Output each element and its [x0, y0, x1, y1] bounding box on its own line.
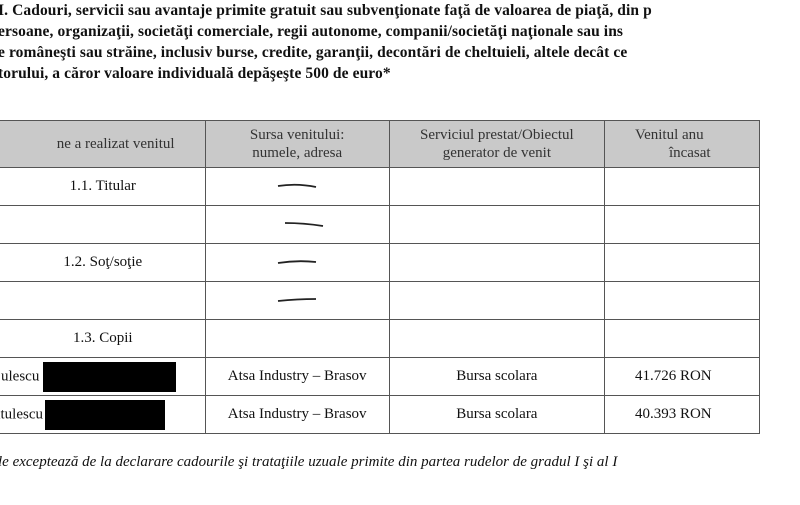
- cell-source: [204, 167, 390, 206]
- cell-service: Bursa scolara: [388, 357, 605, 396]
- handwritten-dash: [278, 298, 317, 302]
- table-row: ulescu Atsa Industry – Brasov Bursa scol…: [0, 357, 761, 396]
- cell-source: Atsa Industry – Brasov: [204, 395, 390, 434]
- cell-income: [603, 243, 761, 282]
- header-source: Sursa venitului: numele, adresa: [204, 120, 390, 168]
- table-row: [0, 281, 761, 320]
- cell-income: [603, 319, 761, 358]
- redaction-box: [45, 399, 165, 430]
- heading-line: ersoane, organizaţii, societăţi comercia…: [0, 23, 624, 40]
- heading-line: e româneşti sau străine, inclusiv burse,…: [0, 44, 628, 61]
- section-heading: I. Cadouri, servicii sau avantaje primit…: [0, 0, 800, 84]
- table-row: 1.3. Copii: [0, 319, 761, 358]
- cell-who: 1.2. Soţ/soţie: [0, 243, 206, 282]
- table-row: utulescu Atsa Industry – Brasov Bursa sc…: [0, 395, 761, 434]
- table-row: [0, 205, 761, 244]
- cell-who: [0, 281, 206, 320]
- header-income: Venitul anu încasat: [603, 120, 761, 168]
- heading-line: torului, a căror valoare individuală dep…: [0, 65, 391, 82]
- cell-who: 1.1. Titular: [0, 167, 206, 206]
- cell-service: [388, 243, 605, 282]
- header-beneficiary: ne a realizat venitul: [0, 120, 206, 168]
- cell-service: [388, 167, 605, 206]
- handwritten-dash: [285, 222, 324, 227]
- cell-service: Bursa scolara: [388, 395, 605, 434]
- footnote: le exceptează de la declarare cadourile …: [0, 454, 618, 470]
- table-header-row: ne a realizat venitul Sursa venitului: nu…: [0, 120, 761, 168]
- table-row: 1.2. Soţ/soţie: [0, 243, 761, 282]
- cell-who: ulescu: [0, 357, 206, 396]
- cell-source: [204, 319, 390, 358]
- cell-income: [603, 281, 761, 320]
- cell-source: [204, 205, 390, 244]
- gifts-table: ne a realizat venitul Sursa venitului: nu…: [0, 120, 761, 434]
- cell-income: 40.393 RON: [603, 395, 761, 434]
- cell-who: 1.3. Copii: [0, 319, 206, 358]
- cell-income: [603, 167, 761, 206]
- table-row: 1.1. Titular: [0, 167, 761, 206]
- cell-source: [204, 243, 390, 282]
- cell-source: Atsa Industry – Brasov: [204, 357, 390, 396]
- cell-service: [388, 205, 605, 244]
- cell-service: [388, 281, 605, 320]
- cell-income: 41.726 RON: [603, 357, 761, 396]
- header-service: Serviciul prestat/Obiectul generator de v…: [388, 120, 605, 168]
- cell-who: [0, 205, 206, 244]
- cell-service: [388, 319, 605, 358]
- redaction-box: [43, 361, 177, 392]
- heading-line: I. Cadouri, servicii sau avantaje primit…: [0, 2, 652, 19]
- cell-income: [603, 205, 761, 244]
- cell-who: utulescu: [0, 395, 206, 434]
- handwritten-dash: [278, 260, 317, 264]
- cell-source: [204, 281, 390, 320]
- handwritten-dash: [278, 183, 317, 188]
